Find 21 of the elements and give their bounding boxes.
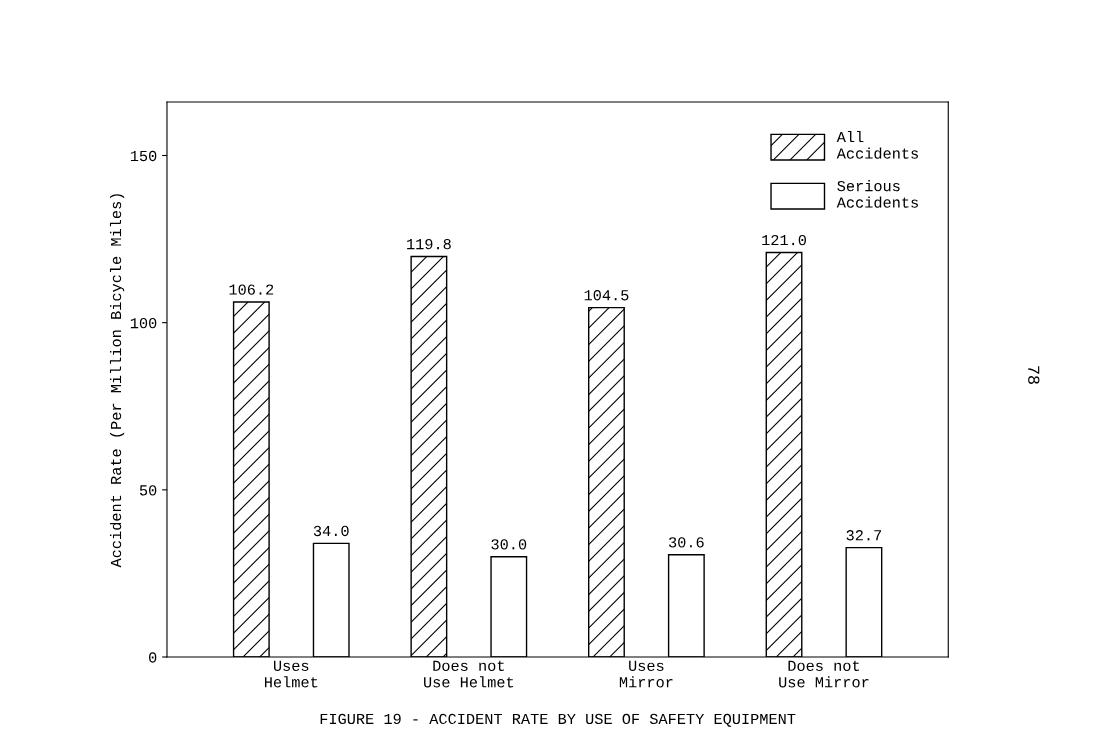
data-label: 30.0 [491,539,527,550]
y-tick-label: 50 [139,485,157,496]
data-label: 119.8 [407,238,451,250]
x-tick-label: Does not Use Mirror [779,660,869,688]
x-tick-label: Uses Helmet [264,660,318,688]
data-label: 104.5 [584,290,629,301]
y-tick-label: 0 [149,652,157,663]
text: 78 [1028,366,1040,384]
y-tick-label: 150 [130,150,157,162]
data-label: 30.6 [668,537,704,548]
data-label: 121.0 [762,234,806,246]
y-axis-title: Accident Rate (Per Million Bicycle Miles) [109,194,125,568]
y-tick-label: 100 [130,317,157,329]
data-label: 32.7 [846,530,882,541]
data-label: 34.0 [313,525,349,537]
data-label: 106.2 [229,284,274,295]
x-tick-label: Uses Mirror [619,660,673,688]
x-tick-label: Does not Use Helmet [424,660,514,688]
text: FIGURE 19 - ACCIDENT RATE BY USE OF SAFETY EQUIPMENT [320,713,796,727]
legend-label: Serious Accidents [836,180,918,208]
legend-label: All Accidents [836,131,918,159]
